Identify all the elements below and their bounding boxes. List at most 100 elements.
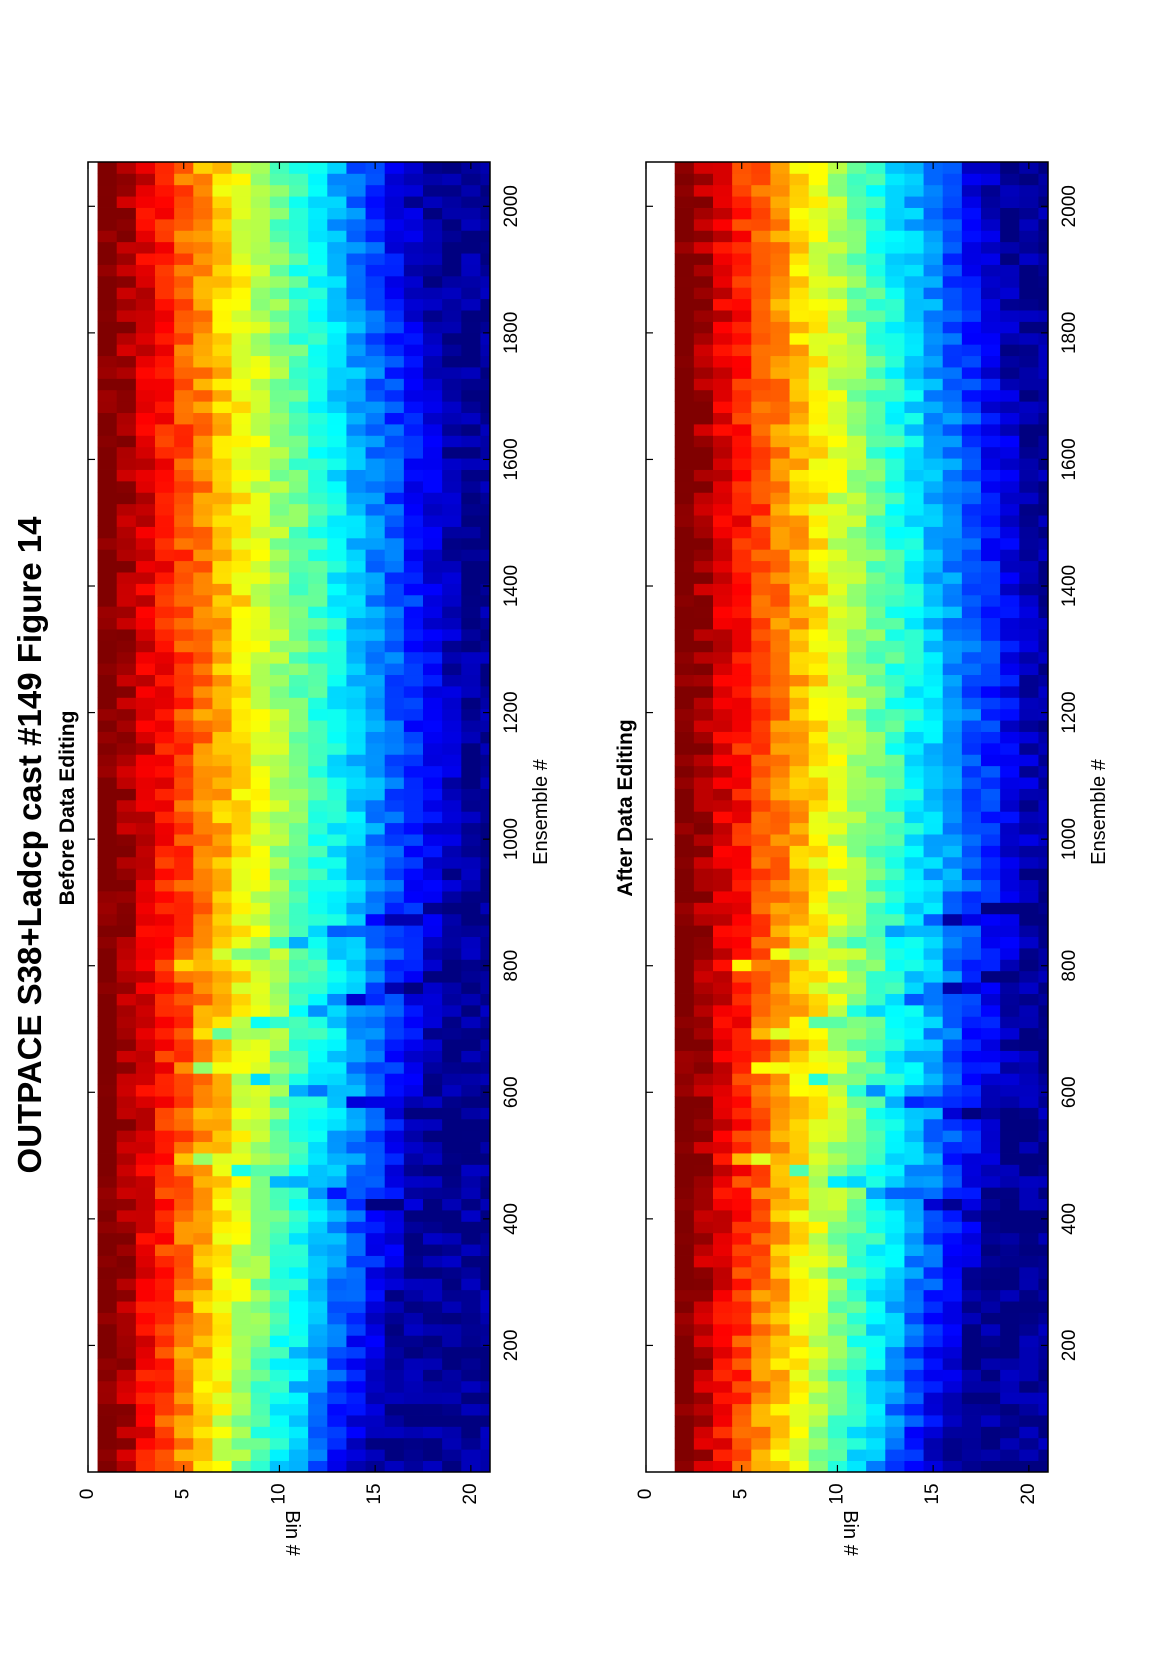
heatmap-cell bbox=[403, 902, 424, 915]
heatmap-cell bbox=[732, 742, 752, 755]
heatmap-cell bbox=[384, 594, 405, 607]
heatmap-cell bbox=[269, 936, 290, 949]
heatmap-cell bbox=[212, 925, 232, 938]
heatmap-cell bbox=[135, 549, 156, 562]
heatmap-cell bbox=[789, 606, 810, 619]
heatmap-cell bbox=[403, 1107, 424, 1120]
heatmap-cell bbox=[866, 868, 886, 881]
heatmap-cell bbox=[269, 1449, 290, 1462]
heatmap-cell bbox=[231, 1255, 252, 1268]
heatmap-cell bbox=[942, 742, 963, 755]
heatmap-cell bbox=[674, 1266, 695, 1279]
heatmap-cell bbox=[442, 1027, 462, 1040]
heatmap-cell bbox=[1000, 264, 1020, 277]
heatmap-cell bbox=[403, 412, 424, 425]
heatmap-cell bbox=[885, 492, 905, 505]
heatmap-cell bbox=[174, 1289, 194, 1302]
heatmap-cell bbox=[423, 925, 443, 938]
heatmap-cell bbox=[808, 959, 829, 972]
heatmap-cell bbox=[847, 948, 867, 960]
heatmap-cell bbox=[174, 1141, 194, 1154]
heatmap-cell bbox=[231, 435, 252, 448]
heatmap-cell bbox=[751, 1255, 771, 1268]
heatmap-cell bbox=[384, 1187, 405, 1200]
heatmap-cell bbox=[713, 777, 733, 789]
heatmap-cell bbox=[289, 754, 309, 767]
heatmap-cell bbox=[923, 1346, 944, 1359]
heatmap-cell bbox=[674, 1415, 695, 1427]
heatmap-cell bbox=[231, 310, 252, 322]
heatmap-cell bbox=[250, 970, 271, 983]
heatmap-cell bbox=[674, 811, 695, 824]
heatmap-cell bbox=[693, 1266, 714, 1279]
heatmap-cell bbox=[231, 891, 252, 903]
heatmap-cell bbox=[327, 845, 347, 858]
heatmap-cell bbox=[97, 583, 118, 596]
heatmap-cell bbox=[732, 845, 752, 858]
heatmap-cell bbox=[269, 1039, 290, 1051]
heatmap-cell bbox=[346, 332, 366, 345]
heatmap-cell bbox=[923, 1426, 944, 1439]
heatmap-cell bbox=[770, 549, 790, 562]
heatmap-cell bbox=[423, 298, 443, 311]
heatmap-cell bbox=[885, 367, 905, 379]
heatmap-cell bbox=[212, 560, 232, 573]
heatmap-cell bbox=[269, 1004, 290, 1017]
heatmap-cell bbox=[789, 1426, 810, 1439]
heatmap-cell bbox=[97, 970, 118, 983]
heatmap-cell bbox=[231, 469, 252, 482]
heatmap-cell bbox=[155, 902, 175, 915]
heatmap-cell bbox=[847, 332, 867, 345]
heatmap-cell bbox=[461, 1415, 481, 1427]
heatmap-cell bbox=[327, 1244, 347, 1256]
heatmap-cell bbox=[327, 1437, 347, 1450]
heatmap-cell bbox=[923, 1244, 944, 1256]
heatmap-cell bbox=[135, 617, 156, 630]
heatmap-cell bbox=[384, 1403, 405, 1416]
heatmap-cell bbox=[827, 1380, 848, 1393]
heatmap-cell bbox=[231, 1232, 252, 1245]
heatmap-cell bbox=[866, 640, 886, 653]
heatmap-cell bbox=[1000, 572, 1020, 584]
heatmap-cell bbox=[751, 207, 771, 220]
heatmap-cell bbox=[789, 913, 810, 926]
heatmap-cell bbox=[674, 594, 695, 607]
heatmap-cell bbox=[1019, 606, 1039, 619]
heatmap-cell bbox=[174, 241, 194, 254]
heatmap-cell bbox=[1000, 1187, 1020, 1200]
heatmap-cell bbox=[847, 1255, 867, 1268]
heatmap-cell bbox=[250, 1232, 271, 1245]
heatmap-cell bbox=[923, 424, 944, 436]
heatmap-cell bbox=[847, 1027, 867, 1040]
heatmap-cell bbox=[97, 1061, 118, 1074]
heatmap-cell bbox=[269, 1403, 290, 1416]
heatmap-cell bbox=[384, 708, 405, 721]
heatmap-cell bbox=[327, 594, 347, 607]
heatmap-cell bbox=[732, 913, 752, 926]
heatmap-cell bbox=[250, 1369, 271, 1382]
heatmap-cell bbox=[346, 856, 366, 869]
heatmap-cell bbox=[789, 742, 810, 755]
heatmap-cell bbox=[904, 1198, 924, 1211]
heatmap-cell bbox=[155, 948, 175, 960]
heatmap-cell bbox=[269, 1346, 290, 1359]
heatmap-cell bbox=[1038, 1221, 1049, 1234]
heatmap-cell bbox=[116, 970, 137, 983]
heatmap-cell bbox=[155, 1392, 175, 1405]
heatmap-cell bbox=[961, 742, 982, 755]
heatmap-cell bbox=[212, 629, 232, 641]
heatmap-cell bbox=[193, 1232, 213, 1245]
heatmap-cell bbox=[423, 401, 443, 414]
heatmap-cell bbox=[1038, 480, 1049, 493]
heatmap-cell bbox=[461, 1403, 481, 1416]
heatmap-cell bbox=[713, 583, 733, 596]
heatmap-cell bbox=[442, 822, 462, 835]
heatmap-cell bbox=[827, 367, 848, 379]
heatmap-cell bbox=[1019, 765, 1039, 778]
heatmap-cell bbox=[808, 1392, 829, 1405]
heatmap-cell bbox=[346, 1312, 366, 1325]
heatmap-cell bbox=[981, 663, 1001, 676]
heatmap-cell bbox=[1038, 1187, 1049, 1200]
heatmap-cell bbox=[97, 503, 118, 516]
heatmap-cell bbox=[674, 1141, 695, 1154]
